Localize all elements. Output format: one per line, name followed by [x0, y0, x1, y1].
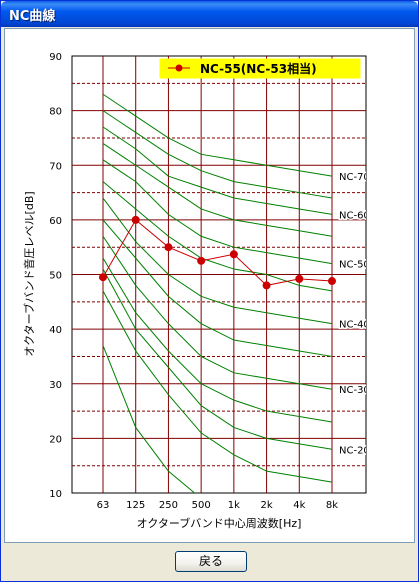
nc-reference-curve	[102, 93, 333, 177]
y-tick-label: 80	[49, 107, 62, 118]
x-tick-label: 125	[126, 500, 145, 511]
nc-curve-label: NC-70	[339, 172, 370, 183]
legend-box	[159, 58, 361, 79]
legend-marker	[175, 64, 183, 72]
x-tick-label: 500	[192, 500, 211, 511]
data-point	[229, 250, 238, 259]
nc-reference-curve	[102, 219, 333, 357]
legend-label: NC-55(NC-53相当)	[200, 61, 317, 76]
nc-reference-curve	[102, 126, 333, 215]
nc-reference-curve	[102, 142, 333, 237]
back-button[interactable]: 戻る	[175, 551, 247, 572]
nc-reference-curve	[102, 268, 333, 450]
y-axis-label: オクターブバンド音圧レベル[dB]	[22, 191, 36, 356]
data-point	[262, 281, 271, 290]
x-tick-label: 1k	[228, 500, 240, 511]
x-tick-label: 8k	[326, 500, 338, 511]
nc-reference-curves: NC-70 NC-60 NC-50 NC-40 NC-30 NC-20	[102, 93, 370, 493]
window-title: NC曲線	[9, 9, 56, 24]
measured-series	[99, 215, 336, 290]
data-point	[164, 243, 173, 252]
nc-curve-label: NC-30	[339, 385, 370, 396]
x-tick-label: 4k	[293, 500, 305, 511]
chart-panel: NC-70 NC-60 NC-50 NC-40 NC-30 NC-20 63 125 250 5…	[4, 28, 415, 543]
y-tick-label: 50	[49, 271, 62, 282]
y-tick-label: 30	[49, 380, 62, 391]
data-point	[131, 215, 140, 224]
series-line	[102, 219, 333, 286]
y-tick-label: 40	[49, 325, 62, 336]
data-point	[197, 256, 206, 265]
y-tick-label: 90	[49, 52, 62, 63]
nc-reference-curve	[102, 159, 333, 265]
x-tick-label: 2k	[260, 500, 272, 511]
data-point	[295, 274, 304, 283]
x-tick-label: 63	[97, 500, 110, 511]
y-tick-label: 10	[49, 489, 62, 500]
axes: 63 125 250 500 1k 2k 4k 8k 10 20 30 40 50 60 70 80 90	[49, 52, 338, 511]
data-point	[328, 277, 336, 286]
y-tick-label: 60	[49, 216, 62, 227]
data-point	[99, 273, 107, 282]
nc-reference-curve	[102, 181, 333, 292]
x-axis-label: オクターブバンド中心周波数[Hz]	[137, 516, 302, 530]
nc-reference-curve	[102, 257, 333, 423]
nc-chart: NC-70 NC-60 NC-50 NC-40 NC-30 NC-20 63 125 250 5…	[22, 52, 370, 530]
legend: NC-55(NC-53相当)	[159, 58, 361, 79]
x-tick-label: 250	[159, 500, 178, 511]
nc-curve-label: NC-40	[339, 320, 370, 331]
nc-reference-curve	[102, 345, 196, 493]
nc-reference-curve	[102, 110, 333, 199]
title-bar[interactable]: NC曲線	[1, 1, 418, 27]
nc-reference-curve	[102, 235, 333, 390]
y-tick-label: 20	[49, 434, 62, 445]
nc-reference-curve	[102, 197, 333, 325]
nc-reference-curve	[102, 290, 333, 483]
nc-curve-label: NC-50	[339, 260, 370, 271]
nc-curve-label: NC-20	[339, 445, 370, 456]
y-tick-label: 70	[49, 161, 62, 172]
nc-curve-label: NC-60	[339, 210, 370, 221]
